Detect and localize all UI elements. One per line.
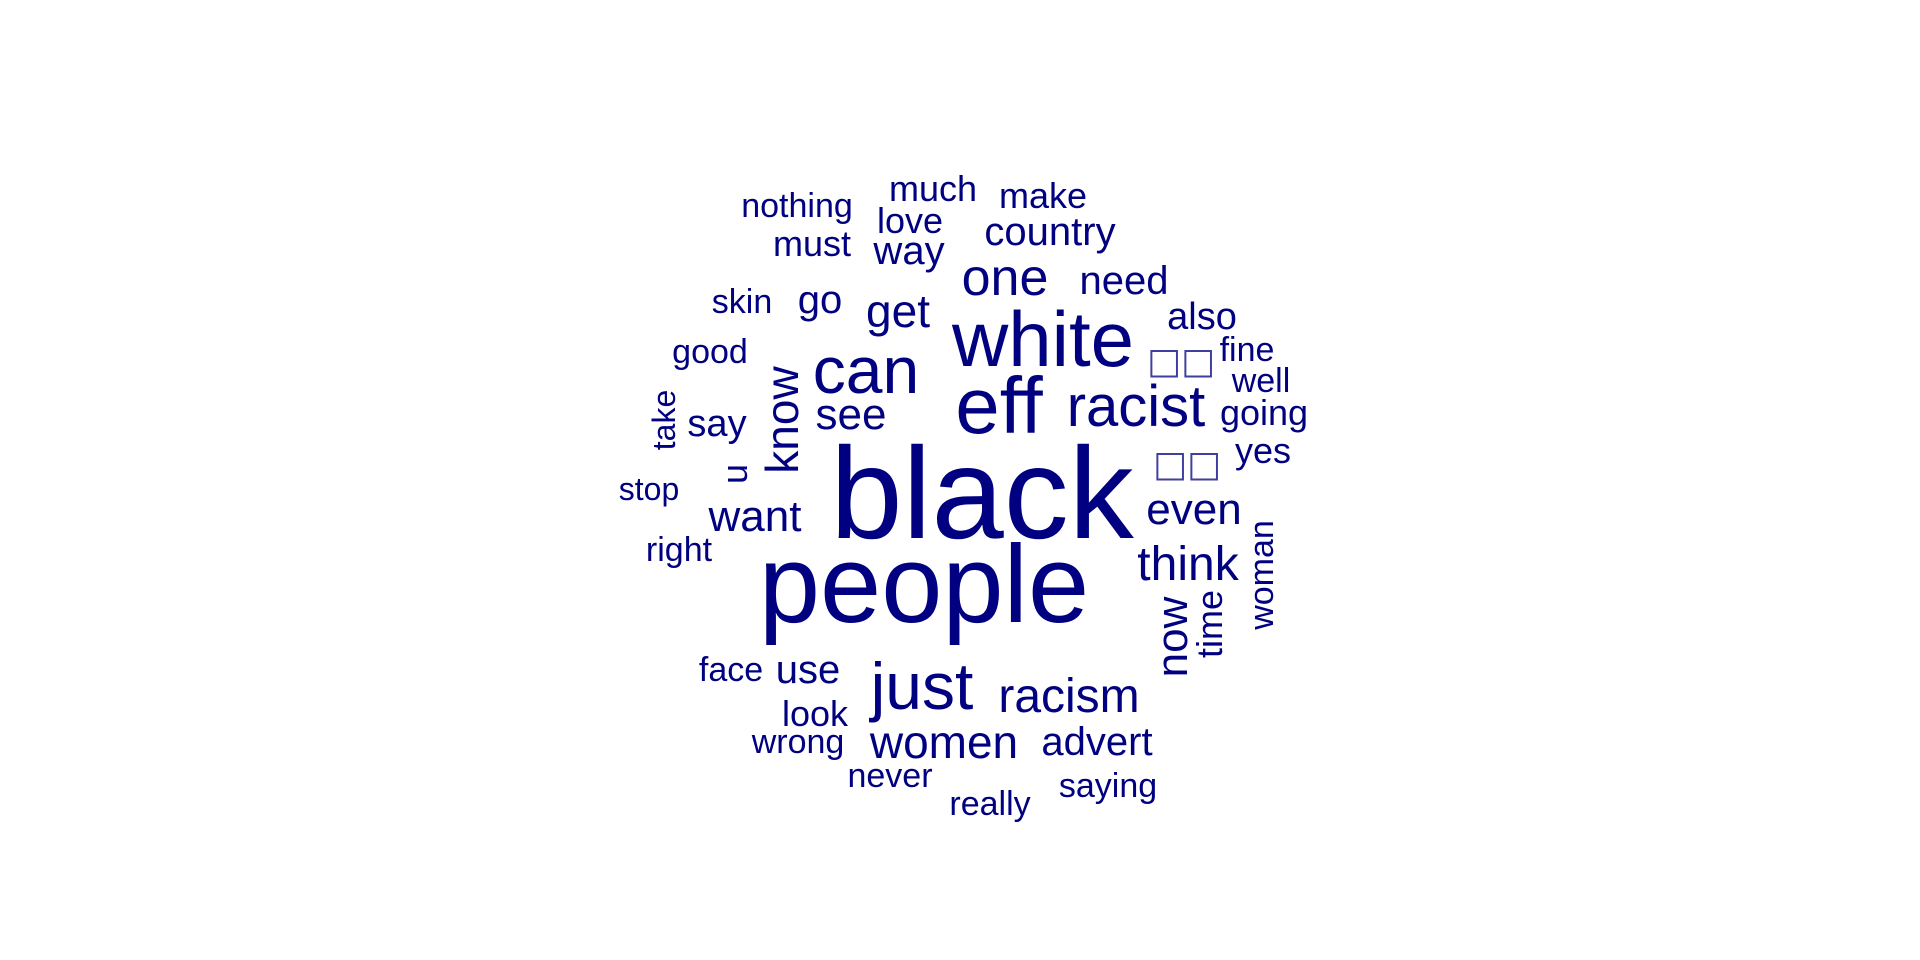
word-look: look xyxy=(781,693,849,734)
word-well: well xyxy=(1231,362,1291,400)
word-go: go xyxy=(797,278,843,322)
word-eff: eff xyxy=(955,361,1043,450)
word-nothing: nothing xyxy=(741,187,853,225)
word-even: even xyxy=(1146,485,1242,534)
word-yes: yes xyxy=(1234,430,1292,471)
word-women: women xyxy=(869,716,1019,768)
word-right: right xyxy=(645,531,713,569)
word-make: make xyxy=(998,175,1088,216)
word-white: white xyxy=(951,295,1135,383)
word-say: say xyxy=(687,403,747,445)
word-know: know xyxy=(756,366,808,474)
word-u: u xyxy=(714,463,755,485)
word-love: love xyxy=(876,200,944,241)
word-see: see xyxy=(815,390,887,439)
word-face: face xyxy=(698,651,764,689)
word-take: take xyxy=(646,389,682,451)
word-good: good xyxy=(672,333,748,371)
word-need: need xyxy=(1079,259,1169,303)
word-also: also xyxy=(1167,296,1237,338)
word-fine: fine xyxy=(1219,331,1275,369)
word-much: much xyxy=(888,168,978,209)
word-stop: stop xyxy=(618,471,680,507)
word-racism: racism xyxy=(998,670,1140,723)
word-time: time xyxy=(1189,589,1230,659)
word-never: never xyxy=(847,757,933,795)
word-racist: racist xyxy=(1066,374,1206,439)
word-one: one xyxy=(961,249,1049,307)
word-advert: advert xyxy=(1041,720,1153,764)
word-just: just xyxy=(870,649,974,723)
word-saying: saying xyxy=(1058,767,1158,805)
word-glyph-box-upper: □□ xyxy=(1146,341,1216,382)
word-really: really xyxy=(949,785,1031,823)
word-can: can xyxy=(812,333,920,407)
word-way: way xyxy=(873,229,945,273)
word-use: use xyxy=(775,648,841,692)
word-glyph-box-lower: □□ xyxy=(1152,444,1222,485)
word-going: going xyxy=(1219,392,1309,433)
word-country: country xyxy=(984,210,1116,254)
word-get: get xyxy=(866,285,930,337)
word-black: black xyxy=(830,420,1134,566)
word-want: want xyxy=(708,492,802,541)
word-wrong: wrong xyxy=(751,723,845,761)
word-people: people xyxy=(758,523,1090,646)
word-must: must xyxy=(772,223,852,264)
word-think: think xyxy=(1137,538,1239,591)
word-skin: skin xyxy=(711,283,773,321)
word-woman: woman xyxy=(1243,520,1281,630)
